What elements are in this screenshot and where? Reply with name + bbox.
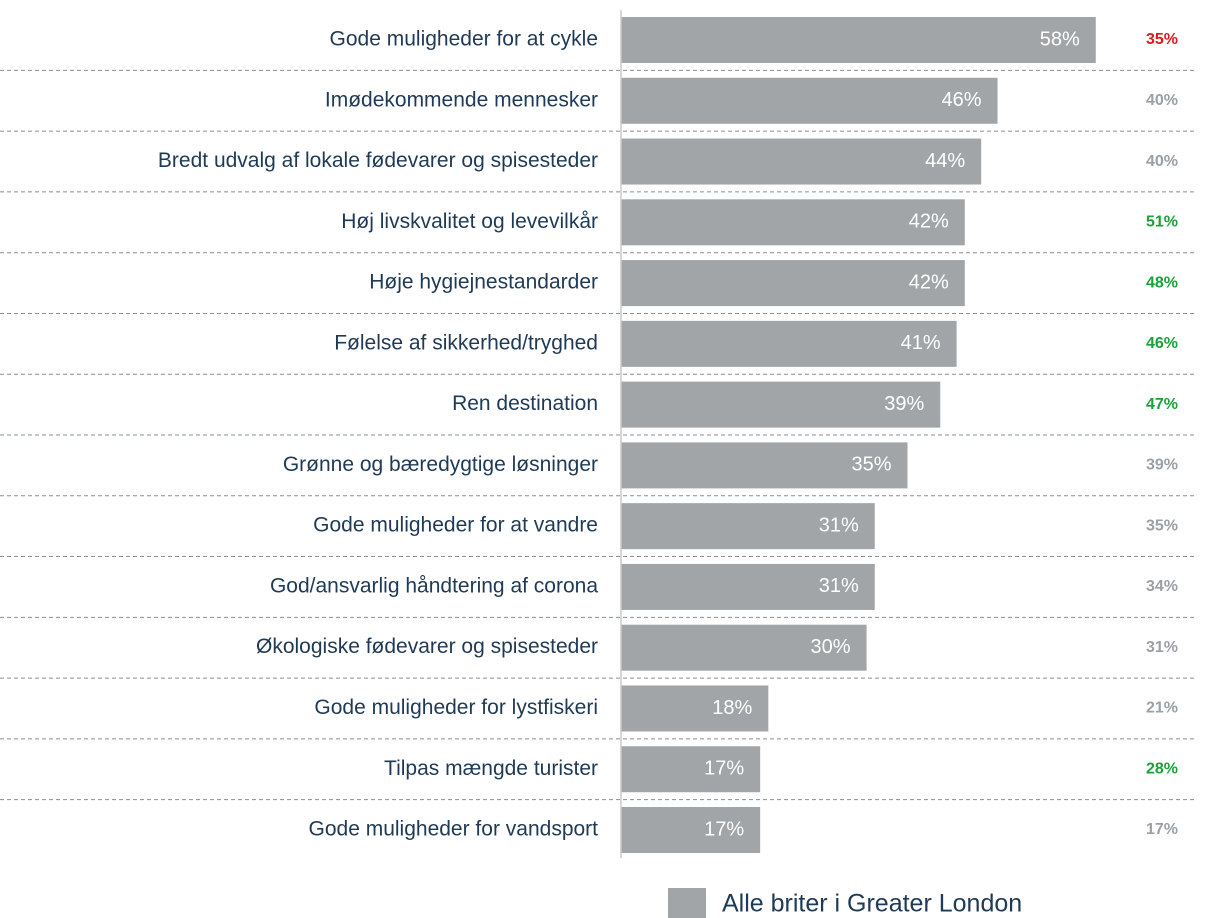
bar bbox=[621, 381, 941, 428]
category-label: Følelse af sikkerhed/tryghed bbox=[334, 331, 598, 354]
value-label: 44% bbox=[925, 150, 965, 172]
legend-label: Alle briter i Greater London bbox=[722, 890, 1022, 918]
category-label: God/ansvarlig håndtering af corona bbox=[270, 574, 598, 597]
bar bbox=[621, 563, 875, 610]
value-label: 31% bbox=[819, 575, 859, 597]
value-label: 17% bbox=[704, 818, 744, 840]
comparison-label: 40% bbox=[1146, 153, 1178, 170]
bar bbox=[621, 442, 908, 489]
value-label: 35% bbox=[851, 454, 891, 476]
comparison-label: 35% bbox=[1146, 517, 1178, 534]
comparison-label: 17% bbox=[1146, 821, 1178, 838]
value-label: 42% bbox=[909, 211, 949, 233]
category-label: Bredt udvalg af lokale fødevarer og spis… bbox=[158, 149, 598, 172]
bar bbox=[621, 746, 761, 793]
bar bbox=[621, 503, 875, 550]
legend-swatch bbox=[668, 888, 706, 918]
value-label: 17% bbox=[704, 758, 744, 780]
bar bbox=[621, 138, 982, 185]
comparison-label: 51% bbox=[1146, 214, 1178, 231]
category-label: Høje hygiejnestandarder bbox=[369, 271, 598, 294]
comparison-label: 31% bbox=[1146, 639, 1178, 656]
category-label: Gode muligheder for at cykle bbox=[330, 28, 598, 51]
bar bbox=[621, 624, 867, 671]
comparison-label: 35% bbox=[1146, 31, 1178, 48]
category-label: Imødekommende mennesker bbox=[325, 88, 598, 111]
comparison-label: 34% bbox=[1146, 578, 1178, 595]
category-label: Gode muligheder for lystfiskeri bbox=[314, 696, 598, 719]
category-label: Tilpas mængde turister bbox=[384, 757, 598, 780]
category-label: Grønne og bæredygtige løsninger bbox=[283, 453, 598, 476]
value-label: 30% bbox=[811, 636, 851, 658]
category-label: Høj livskvalitet og levevilkår bbox=[341, 210, 598, 233]
value-label: 46% bbox=[942, 89, 982, 111]
bar bbox=[621, 807, 761, 854]
category-label: Gode muligheder for vandsport bbox=[309, 818, 599, 841]
comparison-label: 21% bbox=[1146, 700, 1178, 717]
comparison-label: 40% bbox=[1146, 92, 1178, 109]
bar bbox=[621, 17, 1096, 63]
bar bbox=[621, 199, 965, 246]
comparison-label: 47% bbox=[1146, 396, 1178, 413]
bar bbox=[621, 77, 998, 124]
value-label: 31% bbox=[819, 514, 859, 536]
category-label: Ren destination bbox=[452, 392, 598, 415]
value-label: 39% bbox=[884, 393, 924, 415]
value-label: 18% bbox=[712, 697, 752, 719]
value-label: 58% bbox=[1040, 28, 1080, 50]
bar bbox=[621, 685, 769, 732]
comparison-label: 46% bbox=[1146, 335, 1178, 352]
category-label: Økologiske fødevarer og spisesteder bbox=[256, 635, 598, 658]
comparison-label: 48% bbox=[1146, 274, 1178, 291]
value-label: 41% bbox=[901, 332, 941, 354]
value-label: 42% bbox=[909, 271, 949, 293]
category-label: Gode muligheder for at vandre bbox=[313, 514, 598, 537]
comparison-label: 28% bbox=[1146, 760, 1178, 777]
bar bbox=[621, 320, 957, 367]
bar bbox=[621, 260, 965, 307]
comparison-label: 39% bbox=[1146, 457, 1178, 474]
